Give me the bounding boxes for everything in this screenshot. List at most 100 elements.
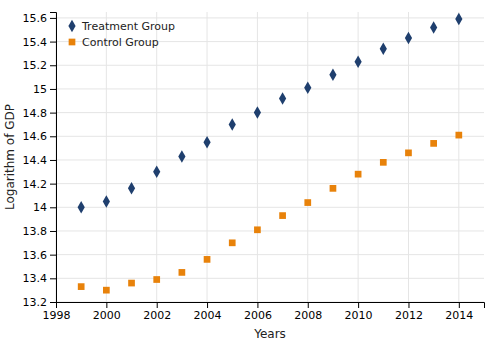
tick: 2010 [345, 302, 373, 322]
tick: 15.6 [23, 12, 57, 25]
point [179, 269, 186, 276]
legend-symbol [69, 39, 76, 46]
grid-line-y [56, 112, 484, 113]
tick-mark [50, 65, 56, 66]
tick-label: 14.6 [23, 130, 48, 143]
point [128, 280, 135, 287]
grid-line-y [56, 183, 484, 184]
x-axis-title: Years [253, 327, 286, 341]
tick: 14.6 [23, 130, 57, 143]
series [78, 13, 463, 214]
grid-line-x [257, 12, 258, 302]
tick-label: 15.2 [23, 59, 48, 72]
tick-mark [207, 302, 208, 308]
point [455, 132, 462, 139]
tick-label: 15 [33, 83, 47, 96]
tick-mark [50, 231, 56, 232]
point [279, 212, 286, 219]
point [405, 150, 412, 157]
tick-label: 14.4 [23, 154, 48, 167]
tick-label: 14 [33, 201, 47, 214]
tick: 13.2 [23, 296, 57, 309]
tick-mark [50, 18, 56, 19]
point [78, 201, 85, 213]
point [380, 159, 387, 166]
tick-label: 2008 [294, 309, 322, 322]
tick-label: 14.8 [23, 107, 48, 120]
point [304, 82, 311, 94]
legend-label: Control Group [82, 36, 159, 49]
tick: 2014 [445, 302, 473, 322]
point [128, 182, 135, 194]
point [153, 166, 160, 178]
grid-line-y [56, 230, 484, 231]
point [380, 42, 387, 54]
tick-mark [50, 89, 56, 90]
grid-line-y [56, 254, 484, 255]
tick-label: 2006 [244, 309, 272, 322]
y-axis: 13.213.413.613.81414.214.414.614.81515.2… [23, 12, 57, 309]
tick: 2008 [294, 302, 322, 322]
tick: 14.4 [23, 154, 57, 167]
plot-area: 1998 2000 2002 2004 2006 2008 2010 2012 2014 13.2… [23, 12, 485, 322]
x-axis: 1998 2000 2002 2004 2006 2008 2010 2012 2014 [43, 302, 485, 322]
tick-mark [50, 255, 56, 256]
tick-label: 2010 [345, 309, 373, 322]
tick: 13.8 [23, 225, 57, 238]
y-axis-title: Logarithm of GDP [3, 104, 17, 210]
tick-label: 13.2 [23, 296, 48, 309]
point [178, 150, 185, 162]
tick: 15 [33, 83, 56, 96]
tick: 14.8 [23, 107, 57, 120]
chart: 1998 2000 2002 2004 2006 2008 2010 2012 2014 13.2… [0, 0, 500, 346]
legend: Treatment Group Control Group [68, 20, 175, 49]
tick-mark [50, 42, 56, 43]
point [355, 171, 362, 178]
point [229, 239, 236, 246]
tick: 2002 [143, 302, 171, 322]
legend-symbol [68, 20, 75, 32]
tick-mark [257, 302, 258, 308]
grid-line-y [56, 159, 484, 160]
grid [56, 12, 484, 302]
grid-line-y [56, 136, 484, 137]
tick-mark [50, 278, 56, 279]
grid-line-x [458, 12, 459, 302]
series [78, 132, 462, 294]
tick-label: 1998 [43, 309, 71, 322]
point [229, 118, 236, 130]
tick: 15.2 [23, 59, 57, 72]
tick: 2004 [194, 302, 222, 322]
point [254, 226, 261, 233]
marks [78, 13, 463, 294]
point [329, 68, 336, 80]
tick-label: 2000 [93, 309, 121, 322]
tick-mark [308, 302, 309, 308]
point [153, 276, 160, 283]
tick: 2012 [395, 302, 423, 322]
grid-line-y [56, 207, 484, 208]
axis-line [50, 13, 57, 303]
axis-line [57, 303, 485, 309]
tick-label: 13.4 [23, 272, 48, 285]
point [405, 32, 412, 44]
point [254, 106, 261, 118]
grid-line-y [56, 65, 484, 66]
point [304, 199, 311, 206]
tick: 14.2 [23, 178, 57, 191]
point [103, 287, 110, 294]
point [430, 21, 437, 33]
legend-item: Treatment Group [68, 20, 175, 33]
tick-mark [358, 302, 359, 308]
tick: 2006 [244, 302, 272, 322]
grid-line-x [106, 12, 107, 302]
point [204, 256, 211, 263]
grid-line-x [307, 12, 308, 302]
tick-mark [408, 302, 409, 308]
tick-label: 2004 [194, 309, 222, 322]
tick-mark [459, 302, 460, 308]
legend-item: Control Group [69, 36, 159, 49]
point [430, 140, 437, 147]
tick-label: 15.6 [23, 12, 48, 25]
grid-line-y [56, 17, 484, 18]
